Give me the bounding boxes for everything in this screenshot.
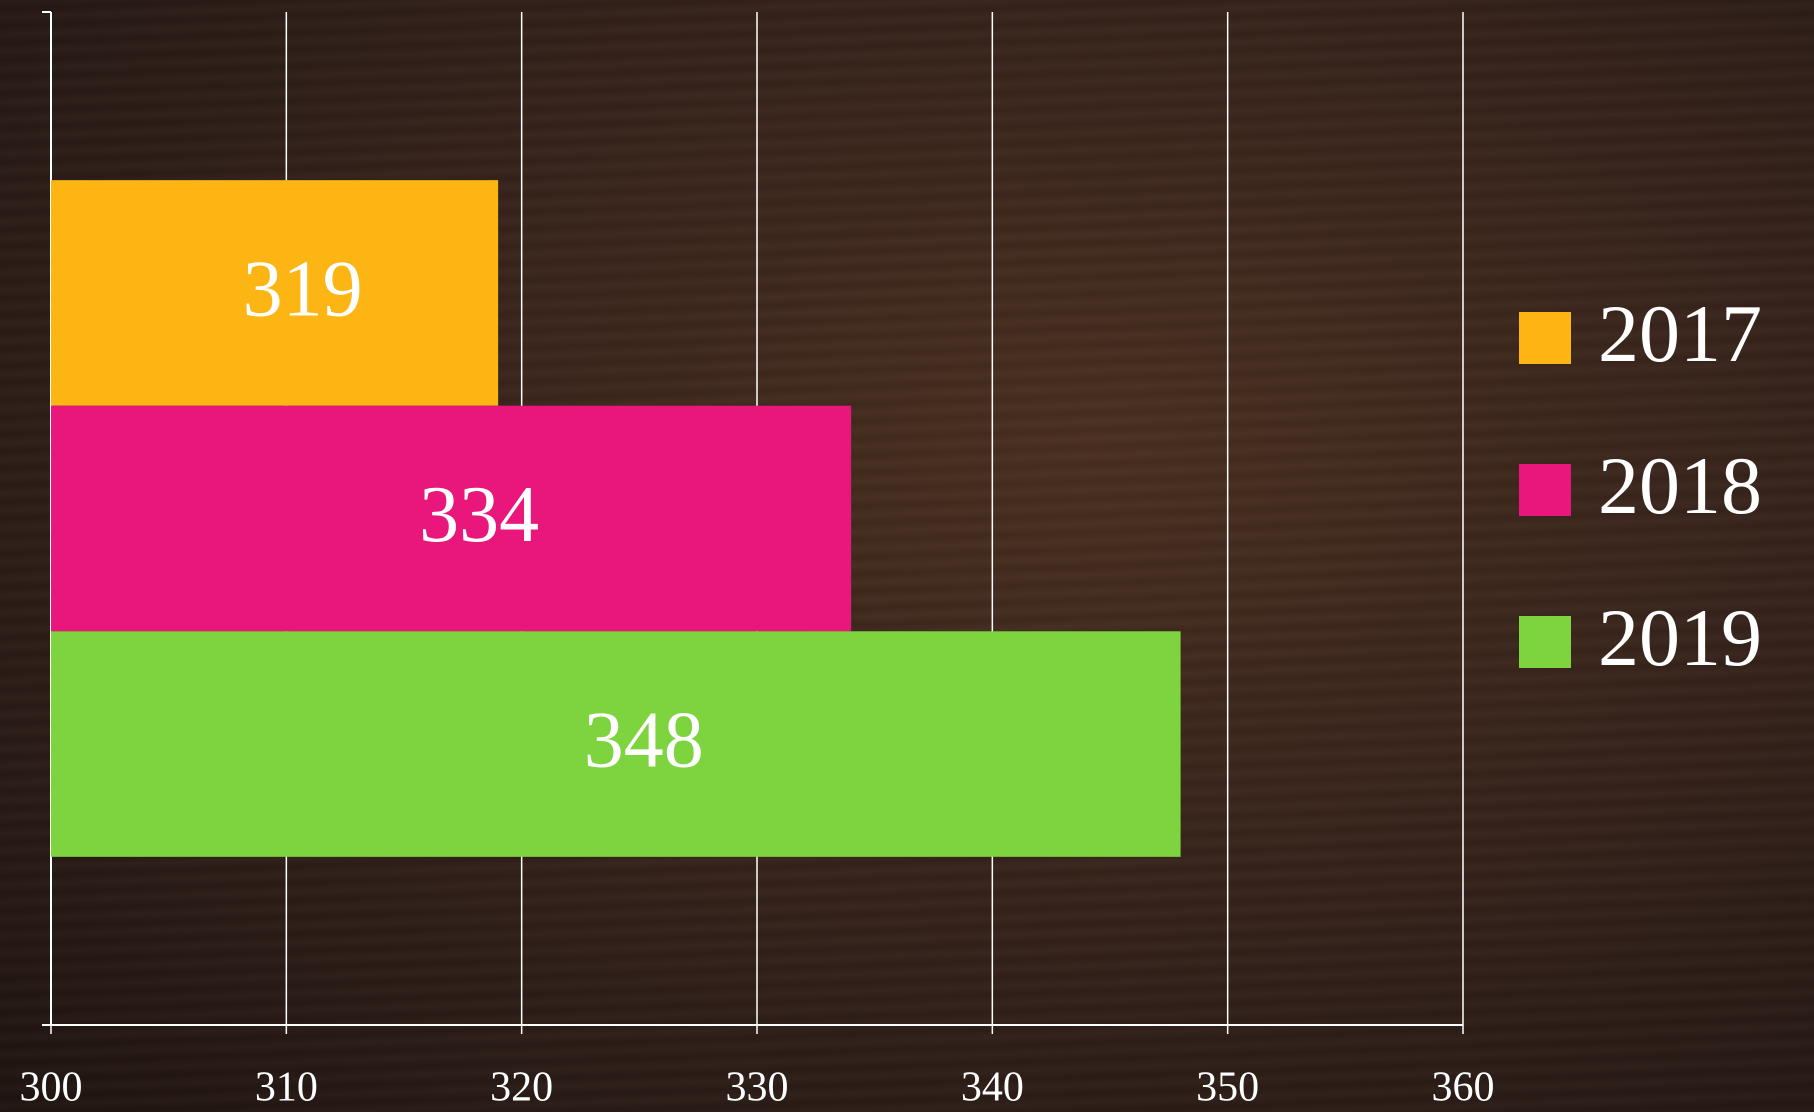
x-tick-label: 300 bbox=[20, 1065, 83, 1111]
legend-swatch bbox=[1519, 464, 1571, 516]
x-tick-label: 360 bbox=[1432, 1065, 1495, 1111]
data-label: 319 bbox=[243, 245, 363, 333]
legend-swatch bbox=[1519, 616, 1571, 668]
legend-label: 2017 bbox=[1598, 288, 1762, 379]
x-tick-label: 340 bbox=[961, 1065, 1024, 1111]
x-tick-label: 310 bbox=[255, 1065, 318, 1111]
legend-swatch bbox=[1519, 312, 1571, 364]
x-tick-label: 320 bbox=[490, 1065, 553, 1111]
data-label: 348 bbox=[584, 696, 704, 784]
legend-label: 2019 bbox=[1598, 592, 1762, 683]
legend-label: 2018 bbox=[1598, 440, 1762, 531]
slide: 300 310 320 330 340 350 360 319 334 348 2017 2018 20… bbox=[0, 0, 1814, 1112]
data-label: 334 bbox=[419, 471, 539, 559]
x-tick-label: 330 bbox=[726, 1065, 789, 1111]
chart: 300 310 320 330 340 350 360 319 334 348 2017 2018 20… bbox=[0, 0, 1814, 1112]
x-tick-label: 350 bbox=[1196, 1065, 1259, 1111]
